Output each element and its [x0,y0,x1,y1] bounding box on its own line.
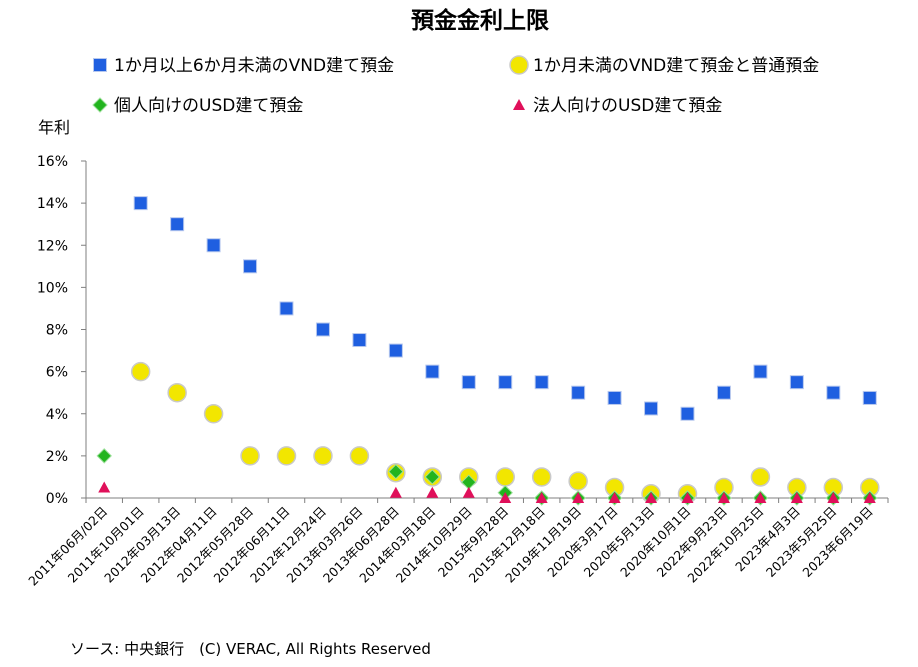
data-point [754,492,767,503]
data-point [753,364,768,379]
data-point [240,446,260,466]
data-point [862,390,877,405]
data-point [716,385,731,400]
legend: 1か月以上6か月未満のVND建て預金 1か月未満のVND建て預金と普通預金個人向け… [92,55,819,116]
legend-item: 個人向けのUSD建て預金 [92,96,303,116]
data-point [717,492,730,503]
data-point [426,486,439,498]
data-point [352,333,367,348]
data-point [827,492,840,503]
data-point [498,375,513,390]
data-point [607,390,622,405]
data-point [133,196,148,211]
data-point [206,238,221,253]
data-point [750,467,771,487]
legend-label: 1か月未満のVND建て預金と普通預金 [533,56,819,76]
data-point [170,217,185,232]
plot-area: 0%2%4%6%8%10%12%14%16%2011年06月/02日2011年1… [25,154,889,589]
data-point [531,467,552,487]
data-point [863,492,876,503]
data-point [167,382,187,403]
data-point [389,486,402,498]
legend-label: 個人向けのUSD建て預金 [114,96,303,116]
data-point [680,406,695,421]
data-point [276,446,297,466]
data-point [388,343,403,358]
legend-marker [513,99,525,110]
legend-label: 法人向けのUSD建て預金 [533,96,722,116]
data-point [645,492,658,503]
data-point [572,492,585,503]
data-point [535,492,548,503]
data-point [313,446,333,466]
legend-item: 法人向けのUSD建て預金 [513,96,722,116]
data-point [424,469,441,485]
data-point [349,446,370,466]
data-point [461,375,476,390]
data-point [495,467,515,487]
y-tick-label: 2% [46,449,68,465]
data-point [279,301,294,316]
y-tick-label: 6% [46,365,68,381]
data-point [98,481,111,493]
y-axis-label: 年利 [38,118,70,137]
legend-item: 1か月以上6か月未満のVND建て預金 [93,56,394,76]
series-1 [133,196,877,421]
data-point [96,448,112,464]
data-point [499,492,512,503]
y-tick-label: 0% [46,491,68,507]
data-point [571,385,586,400]
y-tick-label: 12% [37,238,68,254]
data-point [789,375,804,390]
series-4 [98,481,876,503]
data-point [425,364,440,379]
data-point [388,463,404,480]
chart-title: 預金金利上限 [411,7,549,34]
data-point [826,385,841,400]
y-tick-label: 8% [46,323,68,339]
legend-label: 1か月以上6か月未満のVND建て預金 [114,56,394,76]
legend-marker [92,97,108,113]
data-point [243,259,258,274]
data-point [462,486,475,498]
data-point [681,492,694,503]
y-tick-label: 14% [37,196,68,212]
data-point [790,492,803,503]
data-point [608,492,621,503]
data-point [130,361,151,382]
legend-marker [509,55,529,75]
legend-item: 1か月未満のVND建て預金と普通預金 [509,55,819,76]
data-point [534,375,549,390]
y-tick-label: 4% [46,407,68,423]
y-tick-label: 16% [37,154,68,170]
data-point [315,322,330,337]
y-tick-label: 10% [37,280,68,296]
source-note: ソース: 中央銀行 (C) VERAC, All Rights Reserved [70,640,431,658]
data-point [644,401,659,416]
data-point [568,471,588,491]
data-point [203,404,224,424]
legend-marker [93,58,107,72]
